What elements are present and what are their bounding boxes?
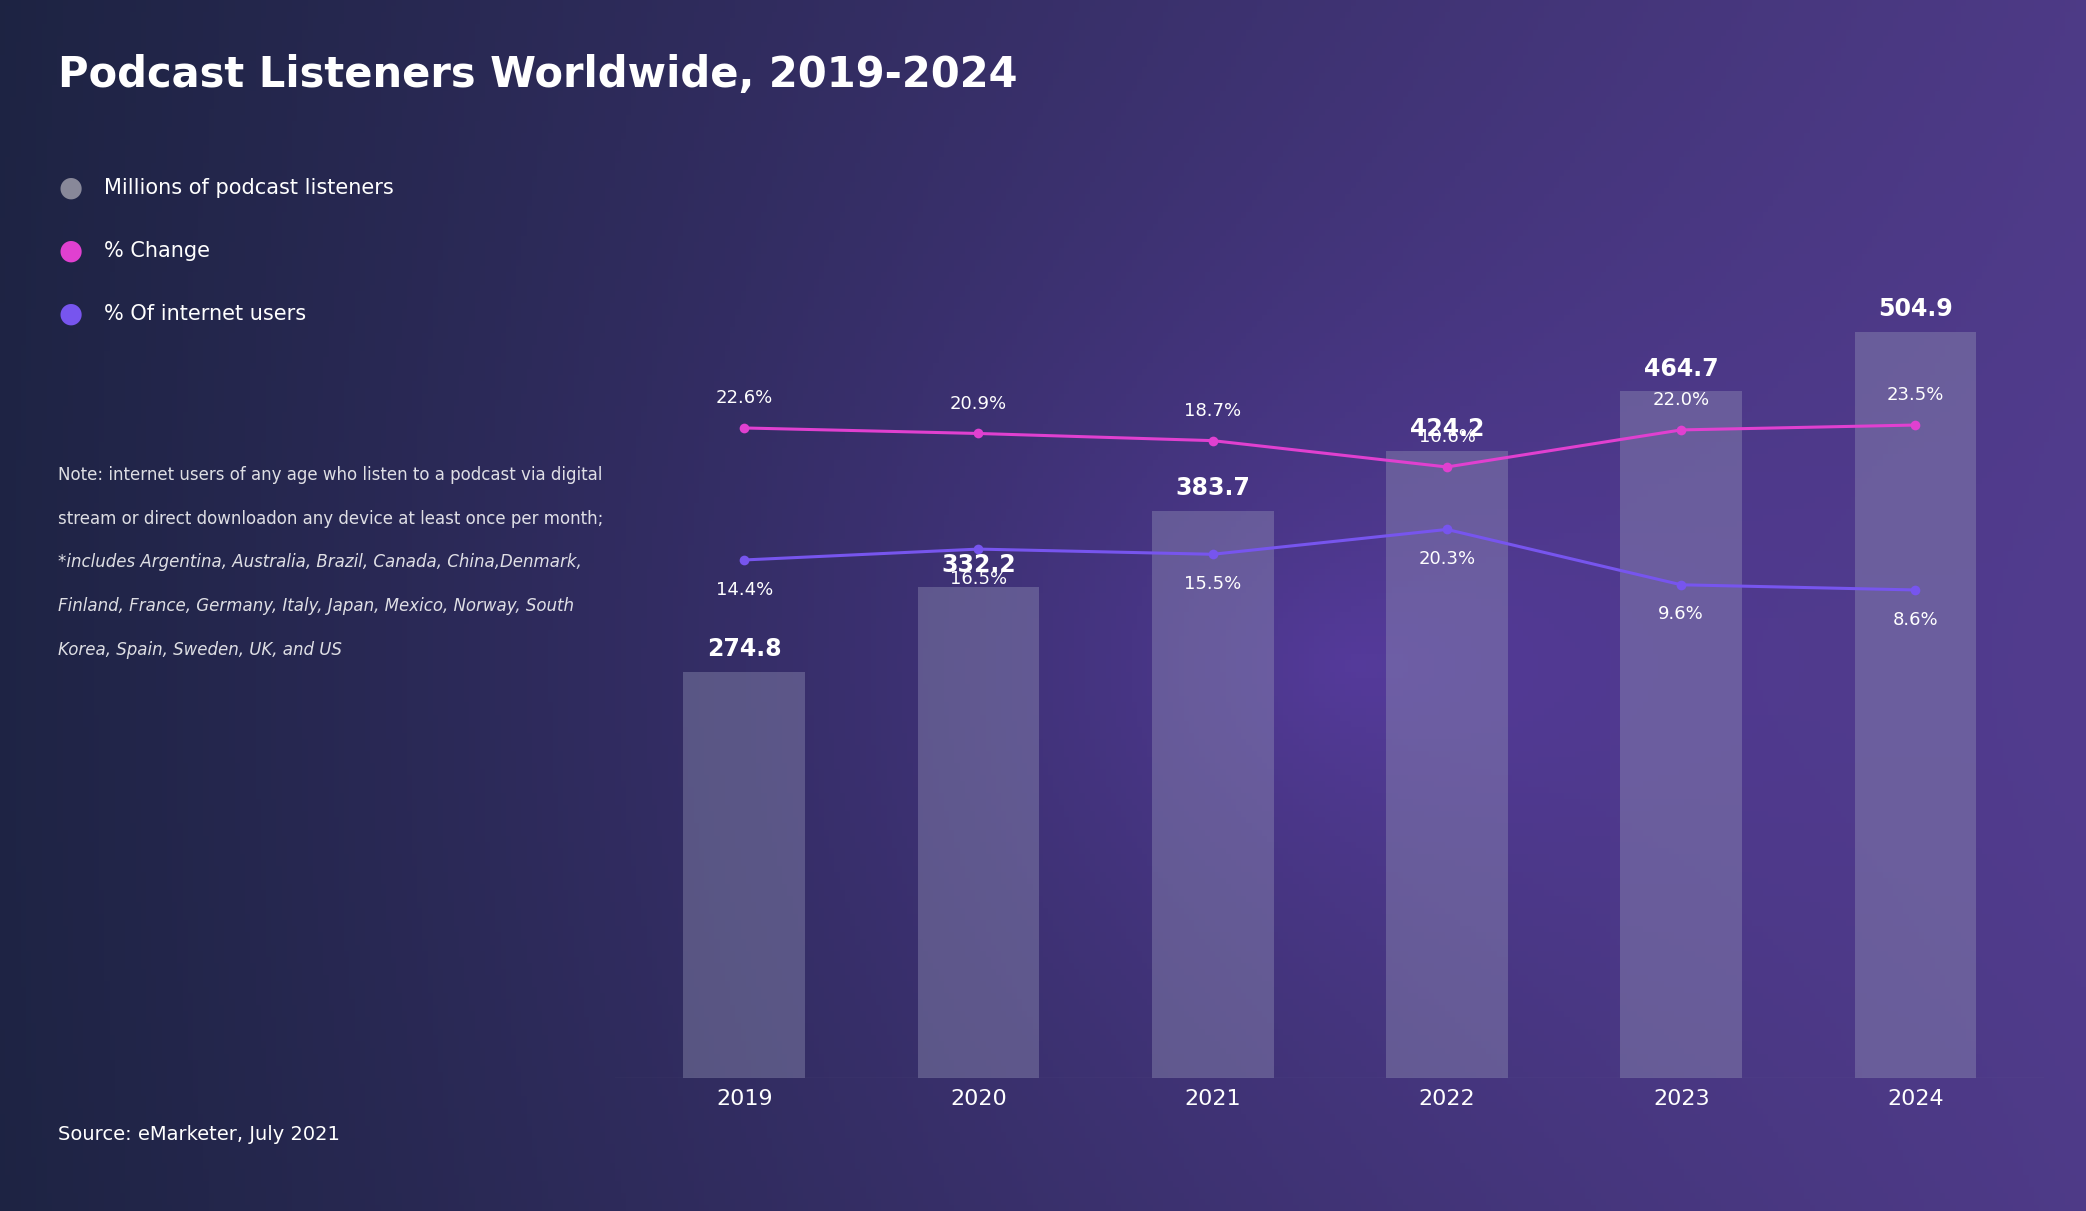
Text: 22.6%: 22.6% <box>715 389 772 407</box>
Bar <box>684 672 805 1078</box>
Text: Millions of podcast listeners: Millions of podcast listeners <box>104 178 394 197</box>
Text: 9.6%: 9.6% <box>1658 606 1704 624</box>
Text: stream or direct downloadon any device at least once per month;: stream or direct downloadon any device a… <box>58 510 603 528</box>
Bar <box>918 587 1039 1078</box>
Text: 20.3%: 20.3% <box>1418 550 1475 568</box>
Text: 22.0%: 22.0% <box>1652 391 1711 409</box>
Text: Source: eMarketer, July 2021: Source: eMarketer, July 2021 <box>58 1125 340 1144</box>
Text: 464.7: 464.7 <box>1644 357 1719 380</box>
Bar <box>1854 332 1975 1078</box>
Text: 504.9: 504.9 <box>1877 297 1952 321</box>
Text: 383.7: 383.7 <box>1174 476 1250 500</box>
Text: 23.5%: 23.5% <box>1886 386 1944 404</box>
Text: 8.6%: 8.6% <box>1892 610 1938 629</box>
Text: 332.2: 332.2 <box>941 552 1016 576</box>
Text: 10.6%: 10.6% <box>1418 429 1475 447</box>
Text: 424.2: 424.2 <box>1410 417 1483 441</box>
Text: *includes Argentina, Australia, Brazil, Canada, China,Denmark,: *includes Argentina, Australia, Brazil, … <box>58 553 582 572</box>
Text: Finland, France, Germany, Italy, Japan, Mexico, Norway, South: Finland, France, Germany, Italy, Japan, … <box>58 597 574 615</box>
Bar <box>1385 450 1508 1078</box>
Text: Note: internet users of any age who listen to a podcast via digital: Note: internet users of any age who list… <box>58 466 603 484</box>
Text: ●: ● <box>58 236 83 265</box>
Text: 18.7%: 18.7% <box>1185 402 1241 420</box>
Text: ●: ● <box>58 173 83 202</box>
Text: 15.5%: 15.5% <box>1185 575 1241 593</box>
Text: % Of internet users: % Of internet users <box>104 304 307 323</box>
Text: % Change: % Change <box>104 241 211 260</box>
Text: Korea, Spain, Sweden, UK, and US: Korea, Spain, Sweden, UK, and US <box>58 641 342 659</box>
Bar <box>1621 391 1742 1078</box>
Text: 14.4%: 14.4% <box>715 580 772 598</box>
Text: 16.5%: 16.5% <box>949 570 1008 587</box>
Text: 274.8: 274.8 <box>707 637 782 661</box>
Bar <box>1151 511 1275 1078</box>
Text: Podcast Listeners Worldwide, 2019-2024: Podcast Listeners Worldwide, 2019-2024 <box>58 54 1018 97</box>
Text: 20.9%: 20.9% <box>949 395 1008 413</box>
Text: ●: ● <box>58 299 83 328</box>
